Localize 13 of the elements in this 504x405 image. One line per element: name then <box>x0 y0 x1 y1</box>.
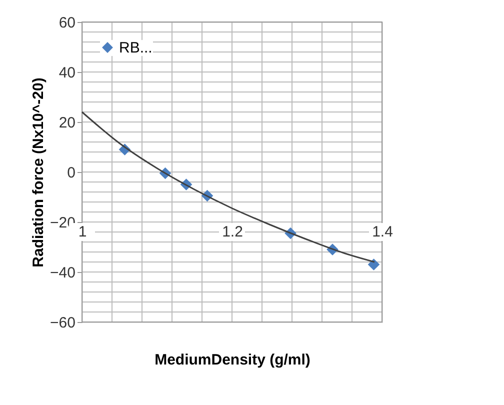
y-tick-label: 0 <box>67 164 76 182</box>
y-tick-label: 40 <box>58 64 76 82</box>
x-tick-label: 1.4 <box>372 224 393 240</box>
x-axis-title: MediumDensity (g/ml) <box>154 352 310 368</box>
x-tick-label: 1.2 <box>222 224 243 240</box>
y-tick-label: −40 <box>50 264 76 282</box>
y-tick-label: 60 <box>58 14 76 32</box>
y-axis-title: Radiation force (Nx10^-20) <box>30 78 48 268</box>
legend-label: RB... <box>119 40 152 56</box>
y-tick-label: −60 <box>50 314 76 332</box>
point <box>368 258 380 270</box>
y-tick-label: 20 <box>58 114 76 132</box>
x-tick-label: 1 <box>78 224 87 240</box>
